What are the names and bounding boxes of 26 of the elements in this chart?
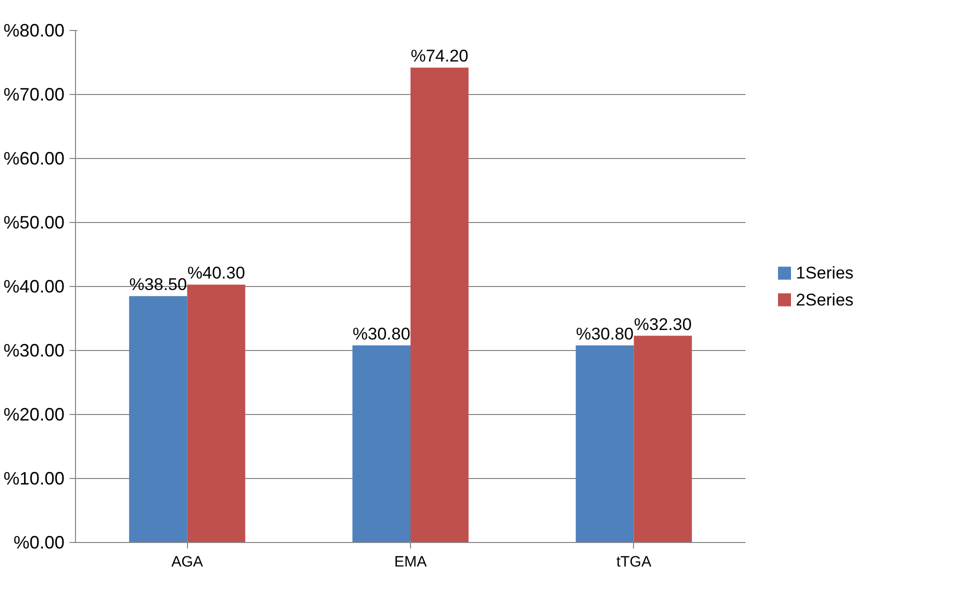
y-tick-label: %30.00	[3, 340, 65, 360]
bar	[352, 345, 410, 542]
data-label: %40.30	[187, 264, 246, 283]
x-tick-label: EMA	[394, 554, 427, 570]
bar	[634, 336, 692, 542]
legend-label: 1Series	[796, 264, 854, 283]
x-tick-label: AGA	[171, 554, 204, 570]
y-tick-label: %60.00	[3, 148, 65, 168]
data-label: %30.80	[576, 324, 634, 344]
data-label: %30.80	[352, 324, 410, 344]
bar	[187, 284, 246, 542]
y-tick-label: %80.00	[3, 20, 65, 40]
y-tick-label: %50.00	[3, 212, 65, 232]
data-label: %74.20	[410, 46, 468, 66]
y-tick-label: %20.00	[3, 404, 65, 424]
y-tick-label: %10.00	[3, 468, 65, 488]
data-label: %38.50	[129, 275, 187, 294]
legend-label: 2Series	[796, 290, 854, 310]
bar	[410, 68, 469, 542]
y-tick-label: %70.00	[3, 84, 65, 104]
x-tick-label: tTGA	[616, 554, 652, 570]
bar	[129, 296, 188, 542]
bar	[576, 345, 634, 542]
y-tick-label: %40.00	[3, 276, 65, 296]
y-tick-label: %0.00	[13, 532, 65, 552]
data-label: %32.30	[634, 314, 692, 334]
